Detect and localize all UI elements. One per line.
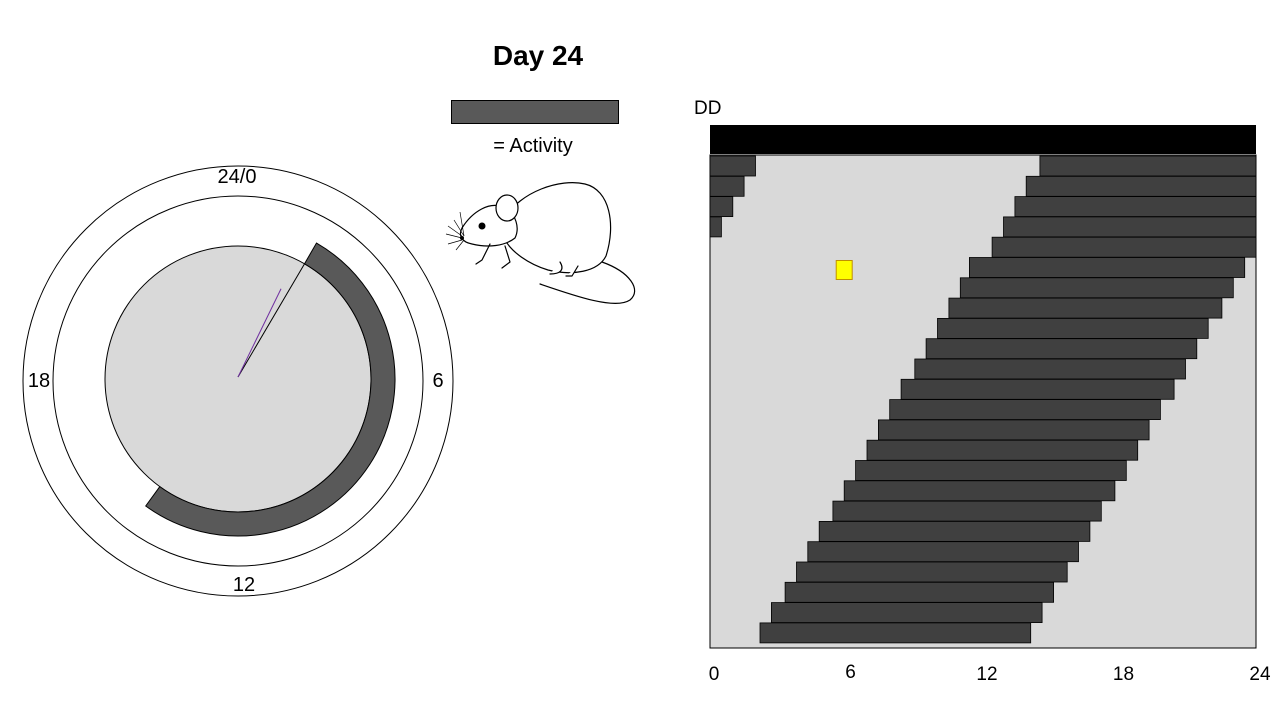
activity-bar-day-17 <box>843 480 1116 502</box>
activity-bar-day-3 <box>1014 196 1257 218</box>
activity-bar-day-10 <box>925 338 1198 360</box>
clock-onset-line <box>237 263 305 378</box>
activity-bar-day-14 <box>878 419 1150 441</box>
activity-bar-day-19 <box>818 521 1091 542</box>
activity-bar-day-13 <box>889 399 1161 421</box>
day-title: Day 24 <box>492 40 584 71</box>
activity-bar-day-1 <box>1039 155 1257 177</box>
activity-bar-day-18 <box>832 500 1102 522</box>
x-tick-label: 18 <box>1112 664 1135 685</box>
activity-bar-day-24 <box>759 622 1032 644</box>
activity-bar-day-23 <box>771 602 1043 623</box>
clock-label-12: 12 <box>232 574 256 596</box>
activity-bar-day-8 <box>948 297 1223 319</box>
activity-bar-day-4 <box>1003 216 1257 238</box>
activity-bar-day-2 <box>1025 175 1257 197</box>
activity-bar-day-12 <box>900 378 1175 400</box>
activity-bar-day-1 <box>709 155 756 177</box>
activity-bar-day-7 <box>959 277 1234 299</box>
activity-bar-day-4 <box>709 216 722 238</box>
activity-legend-swatch <box>451 100 619 124</box>
clock-activity-arc <box>145 242 396 537</box>
activity-bar-day-6 <box>969 257 1246 278</box>
x-tick-label: 24 <box>1249 664 1271 685</box>
clock-label-6: 6 <box>432 370 444 392</box>
activity-bar-day-5 <box>991 236 1257 258</box>
activity-bar-day-21 <box>796 561 1068 583</box>
clock-label-24: 24/0 <box>217 166 257 188</box>
activity-bar-day-16 <box>855 460 1127 481</box>
clock-label-18: 18 <box>27 370 51 392</box>
x-tick-label: 6 <box>845 662 856 683</box>
activity-bar-day-3 <box>709 196 734 218</box>
activity-bar-day-2 <box>709 175 745 197</box>
activity-bar-day-20 <box>807 541 1079 563</box>
activity-bar-day-9 <box>937 317 1209 339</box>
actogram-header-bar <box>710 125 1256 154</box>
activity-bar-day-22 <box>784 581 1054 603</box>
x-tick-label: 12 <box>976 664 998 685</box>
activity-legend-label: = Activity <box>493 135 573 157</box>
activity-bar-day-11 <box>914 358 1186 380</box>
actogram-yellow-marker <box>835 260 853 280</box>
clock-hand <box>237 288 282 378</box>
actogram-condition-label: DD <box>694 98 722 119</box>
activity-bar-day-15 <box>866 439 1139 461</box>
x-tick-label: 0 <box>708 664 720 685</box>
